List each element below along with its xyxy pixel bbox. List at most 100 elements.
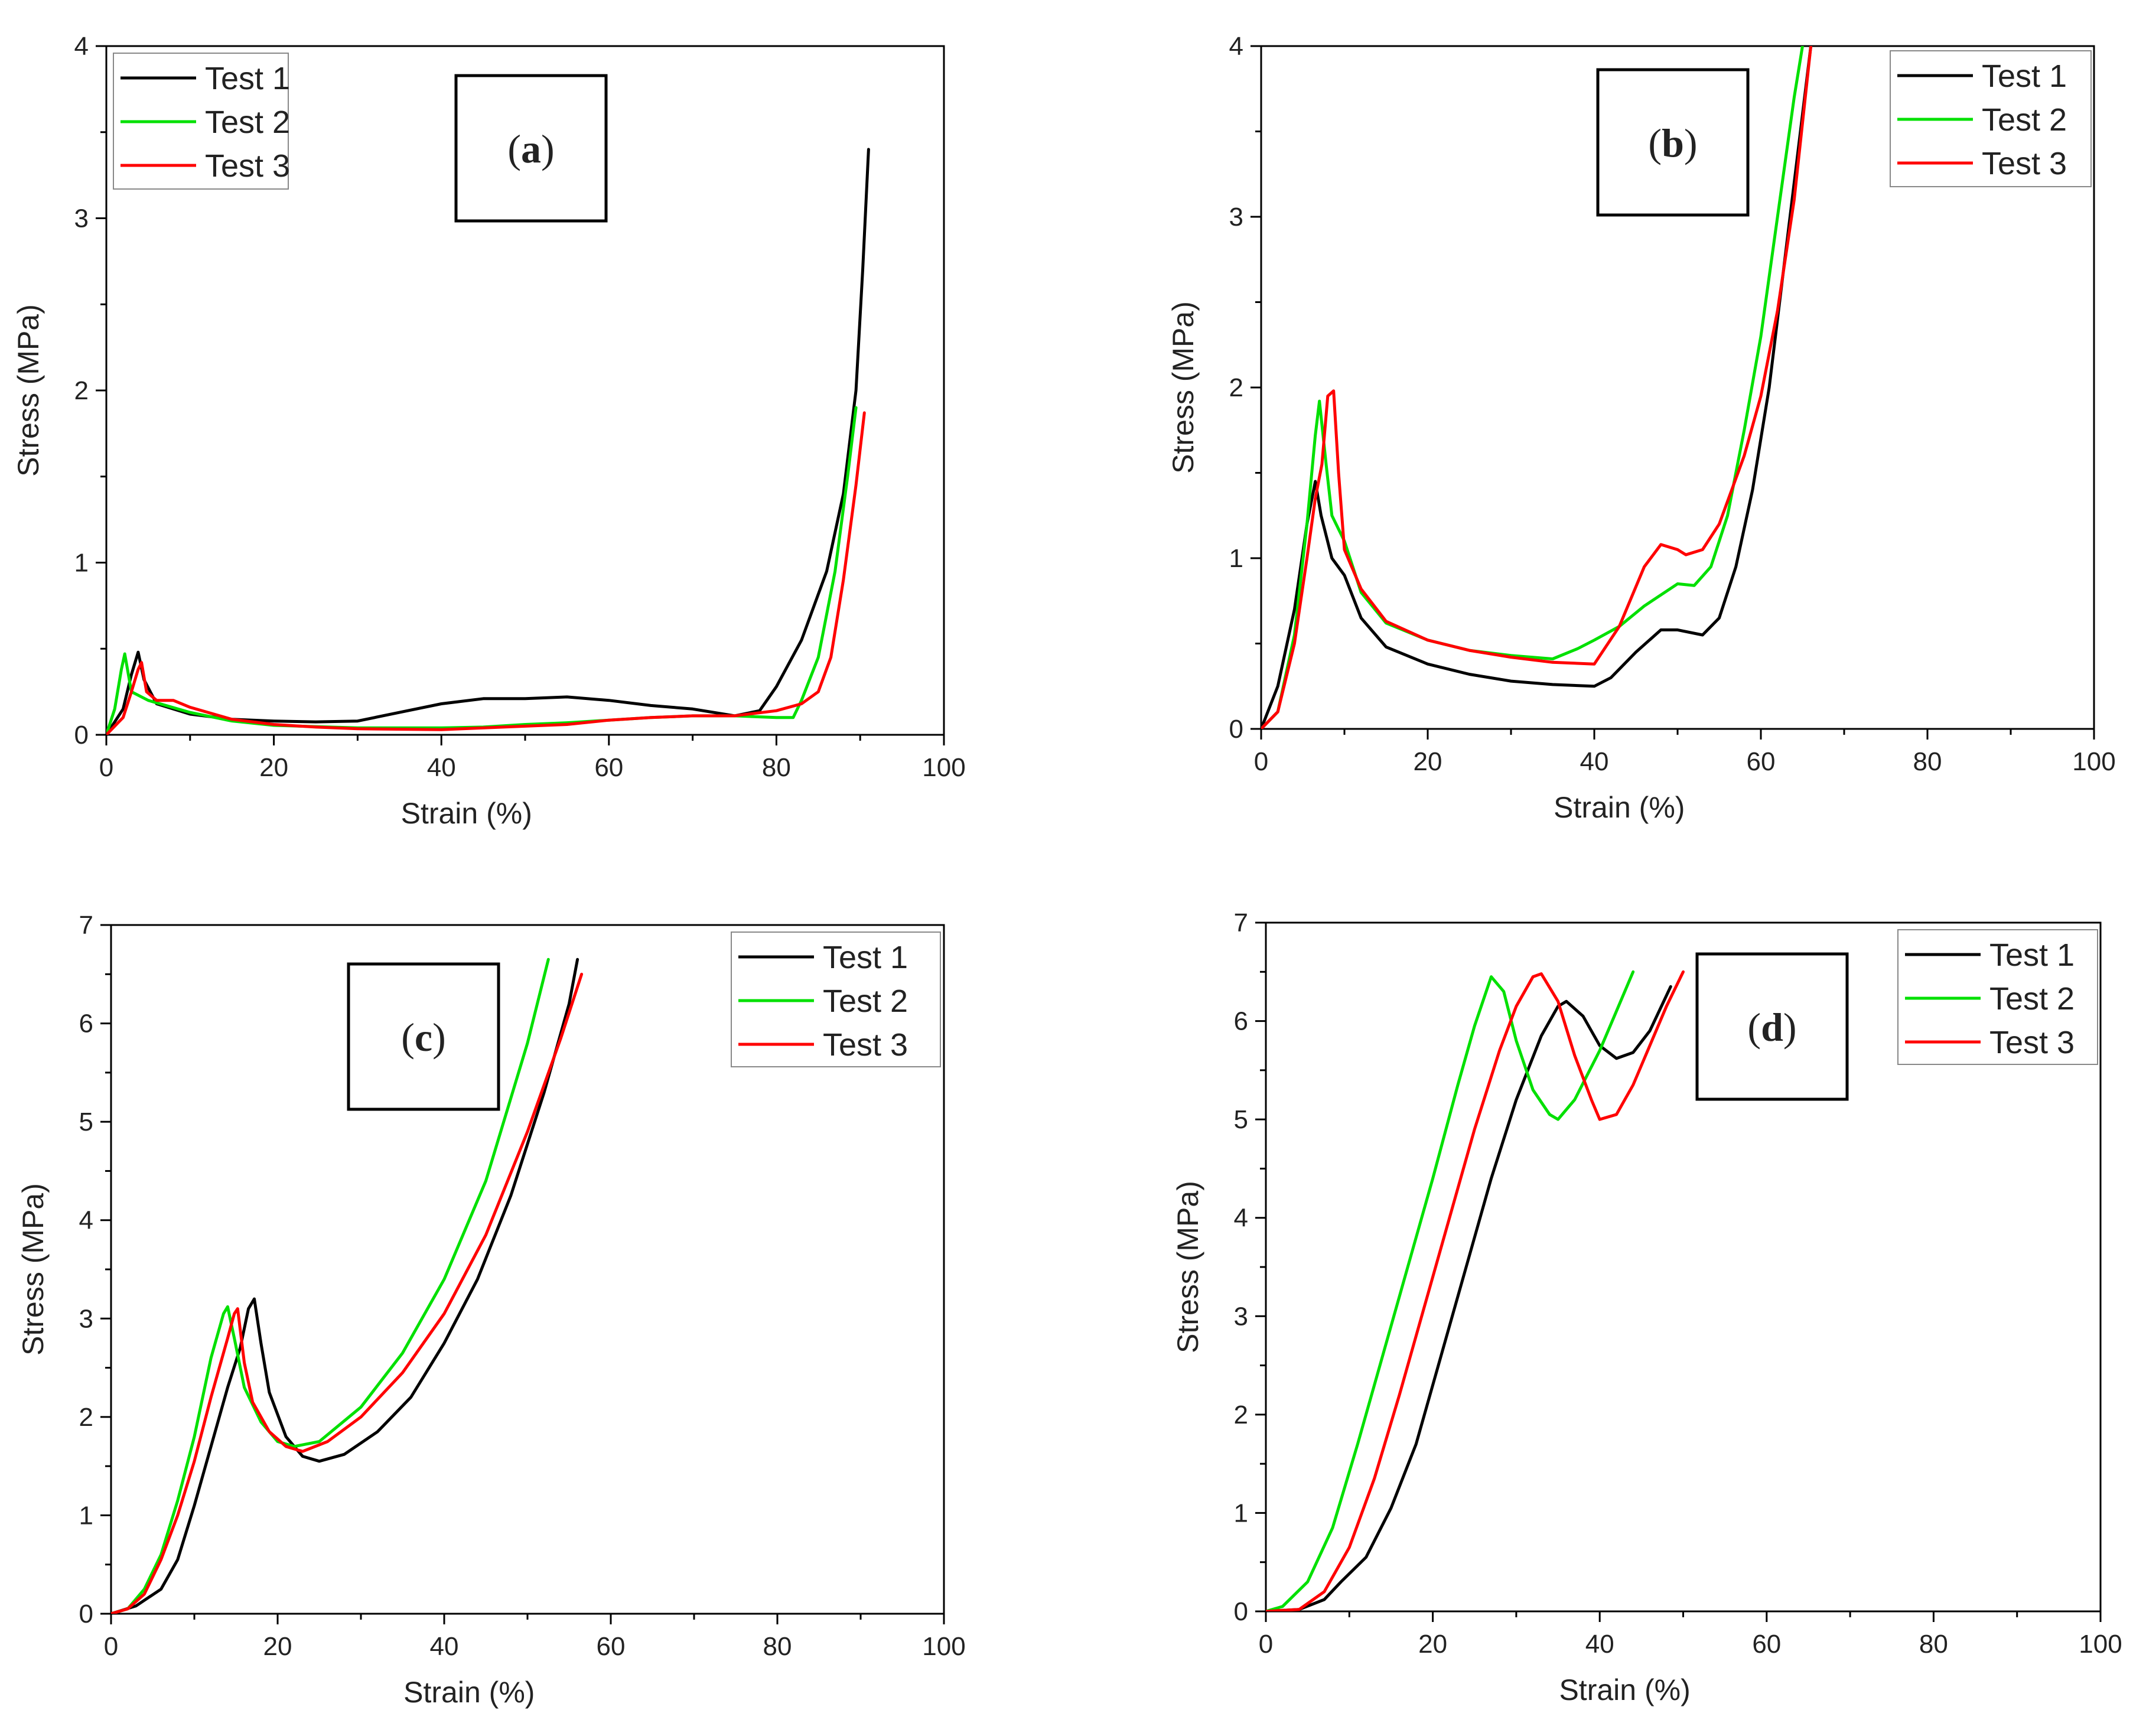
panel-label: (d) — [1747, 1005, 1796, 1050]
series-line-test-3 — [1266, 970, 1685, 1611]
y-tick-label: 1 — [1229, 544, 1243, 573]
panel-label-frame — [1695, 952, 1849, 1101]
x-tick-label: 100 — [922, 1632, 965, 1661]
x-tick-label: 20 — [263, 1632, 292, 1661]
x-tick-label: 80 — [1913, 747, 1942, 776]
panel-label-box: (d) — [1695, 952, 1849, 1101]
series-line-test-2 — [1266, 970, 1635, 1611]
series-line-test-3 — [106, 411, 866, 735]
y-axis-title: Stress (MPa) — [1171, 1181, 1204, 1353]
series-group — [1266, 970, 1685, 1611]
series-group — [1261, 46, 1813, 729]
x-tick-label: 60 — [1747, 747, 1776, 776]
x-tick-label: 60 — [597, 1632, 626, 1661]
series-line-test-2 — [1261, 46, 1804, 729]
y-tick-label: 4 — [74, 32, 89, 61]
y-tick-label: 1 — [1234, 1499, 1248, 1527]
y-tick-label: 3 — [79, 1304, 93, 1333]
y-tick-label: 2 — [74, 376, 89, 405]
legend: Test 1 Test 2 Test 3 — [1897, 929, 2098, 1065]
x-tick-label: 80 — [763, 1632, 792, 1661]
x-tick-label: 80 — [1919, 1630, 1948, 1659]
x-axis-title: Strain (%) — [403, 1676, 535, 1709]
legend-label: Test 2 — [1982, 102, 2067, 138]
x-tick-label: 20 — [1418, 1630, 1447, 1659]
y-axis-title: Stress (MPa) — [12, 304, 45, 477]
legend-label: Test 1 — [205, 61, 290, 96]
series-line-test-3 — [111, 972, 584, 1614]
y-tick-label: 7 — [1234, 908, 1248, 937]
x-tick-label: 0 — [1254, 747, 1268, 776]
y-tick-label: 0 — [74, 721, 89, 750]
y-tick-label: 3 — [74, 204, 89, 233]
y-tick-label: 6 — [1234, 1007, 1248, 1036]
panel-label-box: (a) — [454, 74, 608, 223]
y-tick-label: 5 — [1234, 1105, 1248, 1134]
x-tick-label: 0 — [1259, 1630, 1273, 1659]
chart-panel-c: 0 20 40 60 80 100 0 1 2 3 4 5 6 7 Strain (%) Stress (MP… — [17, 911, 966, 1709]
y-tick-label: 0 — [79, 1600, 93, 1628]
x-tick-label: 0 — [104, 1632, 118, 1661]
legend-label: Test 2 — [823, 983, 908, 1019]
series-line-test-1 — [111, 957, 579, 1614]
panel-label: (c) — [401, 1015, 446, 1060]
y-axis-title: Stress (MPa) — [1167, 301, 1200, 474]
panel-label: (b) — [1648, 120, 1697, 165]
y-tick-label: 2 — [1229, 373, 1243, 402]
y-tick-label: 3 — [1234, 1302, 1248, 1331]
legend: Test 1 Test 2 Test 3 — [113, 53, 290, 190]
legend-label: Test 3 — [1989, 1025, 2075, 1060]
y-tick-label: 0 — [1229, 715, 1243, 744]
y-tick-label: 5 — [79, 1108, 93, 1136]
y-tick-label: 2 — [79, 1403, 93, 1432]
chart-panel-a: 0 20 40 60 80 100 0 1 2 3 4 Strain (%) Stress (MPa) T… — [12, 32, 966, 830]
legend-label: Test 3 — [205, 148, 290, 184]
x-tick-label: 60 — [1752, 1630, 1781, 1659]
x-tick-label: 100 — [2072, 747, 2115, 776]
series-line-test-3 — [1261, 46, 1813, 729]
y-tick-label: 4 — [1234, 1204, 1248, 1233]
series-line-test-1 — [1266, 985, 1672, 1611]
legend-label: Test 2 — [205, 105, 290, 140]
y-tick-label: 4 — [79, 1206, 93, 1235]
legend-label: Test 1 — [1982, 58, 2067, 94]
y-tick-label: 6 — [79, 1009, 93, 1038]
x-tick-label: 60 — [594, 753, 623, 782]
y-tick-label: 1 — [79, 1501, 93, 1530]
series-line-test-2 — [111, 957, 550, 1614]
chart-panel-b: 0 20 40 60 80 100 0 1 2 3 4 Strain (%) Stress (MPa) T… — [1167, 32, 2116, 824]
legend-label: Test 3 — [823, 1027, 908, 1063]
series-line-test-1 — [106, 148, 870, 735]
panel-label-box: (b) — [1596, 68, 1750, 217]
legend-label: Test 2 — [1989, 981, 2075, 1017]
panel-label-frame — [1596, 68, 1750, 217]
chart-panel-d: 0 20 40 60 80 100 0 1 2 3 4 5 6 7 Strain (%) Stress (MP… — [1171, 908, 2122, 1706]
x-tick-label: 40 — [427, 753, 456, 782]
series-group — [111, 957, 584, 1614]
x-tick-label: 40 — [430, 1632, 459, 1661]
y-tick-label: 2 — [1234, 1400, 1248, 1429]
legend: Test 1 Test 2 Test 3 — [1890, 50, 2092, 187]
y-tick-label: 1 — [74, 549, 89, 578]
y-tick-label: 3 — [1229, 203, 1243, 232]
panel-label-frame — [454, 74, 608, 223]
legend-label: Test 3 — [1982, 146, 2067, 181]
legend-label: Test 1 — [1989, 937, 2075, 973]
legend: Test 1 Test 2 Test 3 — [731, 931, 941, 1067]
y-tick-label: 4 — [1229, 32, 1243, 61]
y-tick-label: 7 — [79, 911, 93, 940]
y-tick-label: 0 — [1234, 1597, 1248, 1626]
legend-label: Test 1 — [823, 940, 908, 975]
panel-label: (a) — [507, 126, 554, 171]
x-tick-label: 80 — [762, 753, 791, 782]
y-axis-title: Stress (MPa) — [17, 1183, 50, 1356]
x-tick-label: 40 — [1585, 1630, 1614, 1659]
x-tick-label: 20 — [259, 753, 288, 782]
x-tick-label: 100 — [922, 753, 965, 782]
x-axis-title: Strain (%) — [401, 797, 532, 830]
x-tick-label: 100 — [2079, 1630, 2122, 1659]
x-axis-title: Strain (%) — [1554, 791, 1685, 824]
